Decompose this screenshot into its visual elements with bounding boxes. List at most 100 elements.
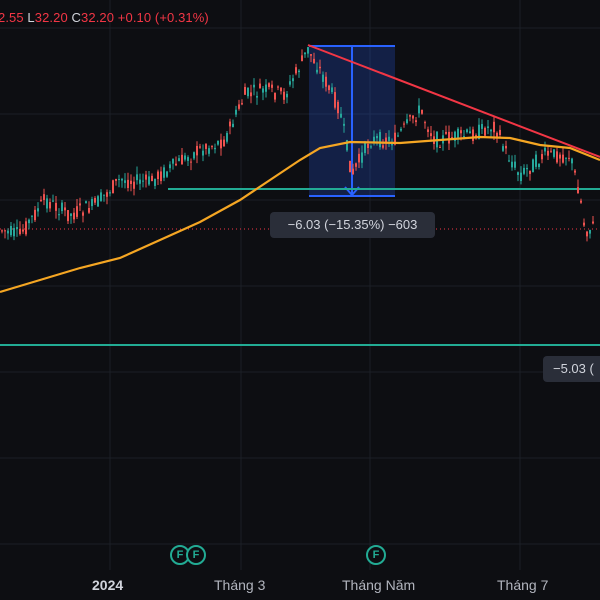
candle-body	[520, 172, 522, 181]
candle-body	[514, 161, 516, 168]
candle-body	[187, 157, 189, 161]
candle-body	[421, 109, 423, 114]
candle-body	[241, 103, 243, 105]
candle-body	[196, 145, 198, 156]
candle-body	[52, 200, 54, 202]
candle-body	[391, 143, 393, 146]
candle-body	[271, 84, 273, 88]
candle-body	[415, 120, 417, 123]
candle-body	[70, 213, 72, 216]
candle-body	[100, 192, 102, 201]
candle-body	[238, 104, 240, 109]
candle-body	[577, 187, 579, 194]
candle-body	[304, 52, 306, 55]
x-axis-label-thang-7: Tháng 7	[497, 577, 549, 593]
candle-body	[139, 179, 141, 184]
candle-body	[58, 214, 60, 216]
candle-body	[334, 92, 336, 108]
candle-body	[547, 150, 549, 156]
candle-body	[292, 78, 294, 82]
high-value: 2.55	[0, 10, 24, 25]
candle-body	[466, 129, 468, 133]
candle-body	[277, 86, 279, 88]
candle-body	[343, 123, 345, 126]
candle-body	[430, 133, 432, 137]
candle-body	[46, 198, 48, 209]
candle-body	[85, 201, 87, 204]
candle-body	[445, 131, 447, 134]
candle-body	[262, 88, 264, 93]
candle-body	[43, 194, 45, 200]
candle-body	[289, 81, 291, 85]
candle-body	[217, 140, 219, 145]
x-axis-label-2024: 2024	[92, 577, 124, 593]
candle-body	[226, 133, 228, 142]
candle-body	[25, 221, 27, 235]
candle-body	[181, 154, 183, 165]
candle-body	[67, 210, 69, 222]
candle-body	[286, 93, 288, 98]
candle-body	[358, 153, 360, 163]
candle-body	[511, 161, 513, 168]
candle-body	[1, 230, 3, 232]
candle-body	[379, 132, 381, 148]
event-badge-1[interactable]: F	[170, 545, 190, 565]
candle-body	[157, 171, 159, 180]
candle-body	[502, 146, 504, 151]
candle-body	[310, 54, 312, 56]
candle-body	[529, 170, 531, 174]
candle-body	[562, 154, 564, 163]
candle-body	[370, 146, 372, 148]
candle-body	[280, 87, 282, 92]
candle-body	[7, 230, 9, 234]
candle-body	[175, 163, 177, 166]
candle-body	[400, 128, 402, 131]
chart-grid	[0, 0, 600, 570]
candle-body	[76, 206, 78, 217]
candle-body	[418, 105, 420, 114]
candle-body	[298, 70, 300, 73]
candle-body	[199, 146, 201, 148]
candle-body	[82, 212, 84, 216]
event-badge-3[interactable]: F	[366, 545, 386, 565]
candle-body	[163, 167, 165, 178]
candle-body	[172, 158, 174, 164]
candle-body	[373, 136, 375, 143]
candle-body	[406, 119, 408, 124]
candle-body	[148, 176, 150, 185]
candle-body	[208, 148, 210, 154]
candle-body	[124, 180, 126, 183]
candle-body	[94, 198, 96, 203]
candle-body	[79, 203, 81, 206]
candle-body	[136, 174, 138, 181]
descending-trendline[interactable]	[307, 44, 600, 158]
candle-body	[166, 171, 168, 177]
candle-body	[112, 180, 114, 194]
candle-body	[493, 121, 495, 133]
candle-body	[4, 230, 6, 232]
candle-body	[316, 69, 318, 73]
candle-body	[91, 199, 93, 207]
candle-body	[160, 171, 162, 182]
candle-body	[331, 87, 333, 93]
candle-body	[364, 141, 366, 153]
candle-body	[250, 92, 252, 97]
candle-body	[151, 175, 153, 182]
moving-average-line[interactable]	[0, 135, 600, 294]
candle-body	[214, 147, 216, 150]
candlestick-series[interactable]	[1, 46, 594, 242]
candle-body	[568, 157, 570, 159]
candle-body	[235, 109, 237, 115]
candle-body	[349, 160, 351, 173]
candle-body	[574, 170, 576, 173]
candle-body	[10, 225, 12, 236]
candle-body	[394, 132, 396, 145]
event-badge-2[interactable]: F	[186, 545, 206, 565]
candle-body	[592, 221, 594, 224]
candle-body	[571, 158, 573, 164]
candle-body	[223, 139, 225, 147]
candle-body	[154, 178, 156, 186]
candle-body	[580, 200, 582, 203]
candle-body	[268, 83, 270, 87]
